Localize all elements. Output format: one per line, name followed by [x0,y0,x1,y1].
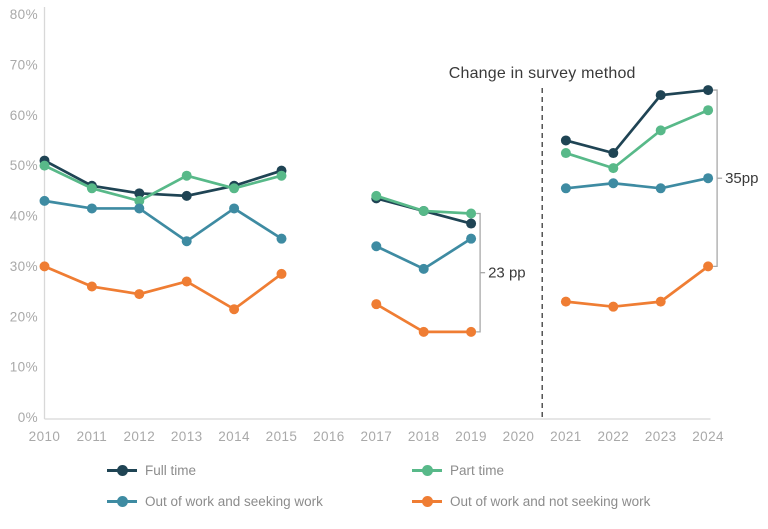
data-point-part-time [134,195,145,206]
data-point-full-time [560,135,571,146]
x-axis-tick-label: 2016 [313,429,345,444]
data-point-part-time [418,205,429,216]
data-point-full-time [608,148,619,159]
data-point-out-of-work-and-not-seeking-work [608,301,619,312]
data-point-out-of-work-and-not-seeking-work [703,261,714,272]
data-point-out-of-work-and-seeking-work [229,203,240,214]
data-point-out-of-work-and-not-seeking-work [229,304,240,315]
series-line-part-time [565,108,709,170]
legend-item-label: Full time [145,463,197,478]
legend-item-out-of-work-and-not-seeking-work: Out of work and not seeking work [412,494,650,509]
data-point-out-of-work-and-seeking-work [418,263,429,274]
x-axis-tick-label: 2018 [408,429,440,444]
legend-marker-icon [412,465,442,476]
data-point-out-of-work-and-not-seeking-work [86,281,97,292]
y-axis-tick-label: 20% [10,309,38,324]
data-point-out-of-work-and-not-seeking-work [560,296,571,307]
data-point-out-of-work-and-seeking-work [181,236,192,247]
series-line-full-time [565,88,709,155]
survey-change-label: Change in survey method [449,65,636,82]
x-axis-tick-label: 2019 [455,429,487,444]
x-axis-tick-label: 2023 [645,429,677,444]
y-axis-tick-label: 80% [10,7,38,22]
data-point-part-time [466,208,477,219]
data-point-part-time [276,170,287,181]
legend-item-out-of-work-and-seeking-work: Out of work and seeking work [107,494,323,509]
bracket-label: 23 pp [488,265,526,282]
x-axis-tick-label: 2012 [123,429,155,444]
data-point-out-of-work-and-seeking-work [466,233,477,244]
legend-item-label: Out of work and seeking work [145,494,323,509]
series-line-out-of-work-and-seeking-work [44,199,283,243]
data-point-part-time [181,170,192,181]
legend-marker-icon [412,496,442,507]
series-line-out-of-work-and-seeking-work [565,176,709,190]
x-axis-tick-label: 2021 [550,429,582,444]
data-point-part-time [229,183,240,194]
legend-item-part-time: Part time [412,463,504,478]
data-point-out-of-work-and-not-seeking-work [134,289,145,300]
y-axis-tick-label: 40% [10,209,38,224]
series-line-part-time [43,164,282,203]
x-axis-tick-label: 2022 [597,429,629,444]
data-point-part-time [608,163,619,174]
legend-item-full-time: Full time [107,463,196,478]
data-point-part-time [560,148,571,159]
y-axis-tick-label: 50% [10,158,38,173]
data-point-part-time [371,190,382,201]
x-axis-tick-label: 2015 [266,429,298,444]
data-point-part-time [703,105,714,116]
y-axis-tick-label: 30% [10,259,38,274]
y-axis-tick-label: 0% [18,410,38,425]
data-point-full-time [181,190,192,201]
x-axis-tick-label: 2013 [171,429,203,444]
data-point-part-time [655,125,666,136]
x-axis-tick-label: 2017 [360,429,392,444]
data-point-out-of-work-and-not-seeking-work [466,326,477,337]
data-point-out-of-work-and-seeking-work [86,203,97,214]
x-axis-tick-label: 2014 [218,429,250,444]
data-point-out-of-work-and-not-seeking-work [655,296,666,307]
data-point-full-time [134,188,145,199]
x-axis-tick-label: 2024 [692,429,724,444]
data-point-full-time [703,85,714,96]
data-point-out-of-work-and-not-seeking-work [418,326,429,337]
data-point-out-of-work-and-seeking-work [703,173,714,184]
data-point-out-of-work-and-seeking-work [655,183,666,194]
legend-item-label: Part time [450,463,505,478]
data-point-out-of-work-and-seeking-work [560,183,571,194]
data-point-full-time [655,90,666,101]
data-point-out-of-work-and-seeking-work [134,203,145,214]
data-point-out-of-work-and-not-seeking-work [276,268,287,279]
data-point-out-of-work-and-seeking-work [276,233,287,244]
x-axis-tick-label: 2011 [77,429,108,444]
data-point-out-of-work-and-not-seeking-work [39,261,50,272]
series-line-out-of-work-and-not-seeking-work [43,265,283,311]
x-axis-tick-label: 2020 [503,429,535,444]
data-point-part-time [86,183,97,194]
y-axis-tick-label: 10% [10,360,38,375]
legend-item-label: Out of work and not seeking work [450,494,651,509]
bracket-label: 35pp [725,170,758,187]
data-point-part-time [39,160,50,171]
series-line-full-time [43,159,282,198]
data-point-out-of-work-and-seeking-work [371,241,382,252]
line-chart: 0% 10% 20% 30% 40% 50% 60% 70% 80% 2010 2011 2012 20… [10,7,758,444]
series-line-out-of-work-and-not-seeking-work [565,265,709,309]
legend-marker-icon [107,465,137,476]
y-axis-tick-label: 70% [10,57,38,72]
data-point-out-of-work-and-not-seeking-work [181,276,192,287]
legend-marker-icon [107,496,137,507]
data-point-out-of-work-and-seeking-work [608,178,619,189]
data-point-out-of-work-and-seeking-work [39,195,50,206]
y-axis-tick-label: 60% [10,108,38,123]
data-point-full-time [466,218,477,229]
x-axis-tick-label: 2010 [29,429,61,444]
data-point-out-of-work-and-not-seeking-work [371,299,382,310]
